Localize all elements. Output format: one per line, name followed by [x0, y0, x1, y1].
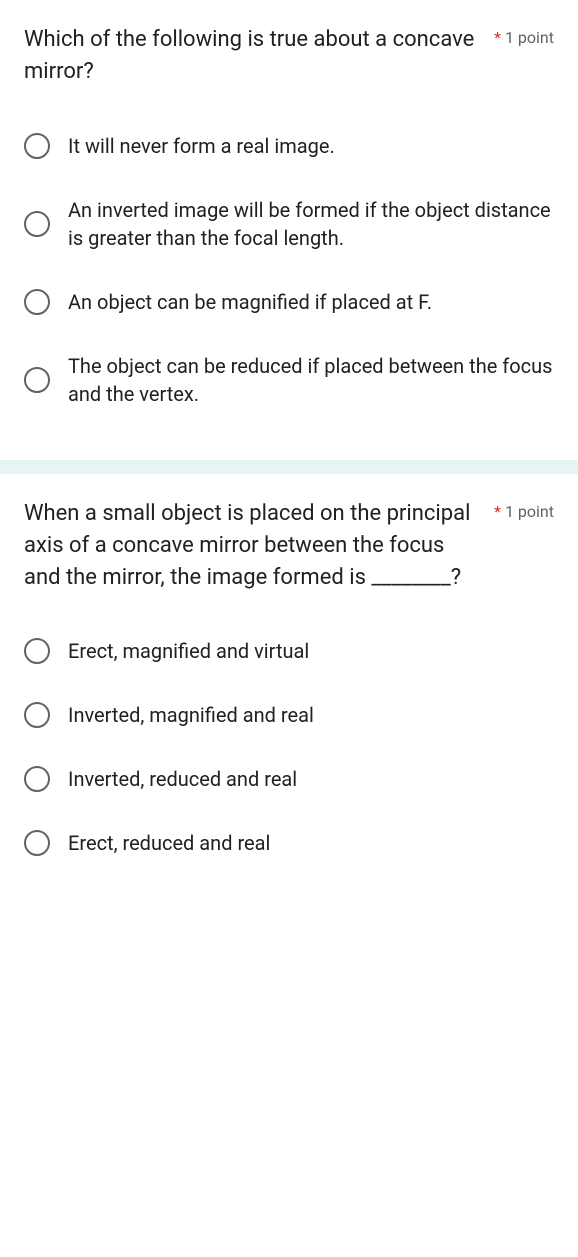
option-row[interactable]: Erect, magnified and virtual — [24, 625, 554, 677]
radio-icon — [24, 367, 50, 393]
radio-icon — [24, 702, 50, 728]
option-row[interactable]: It will never form a real image. — [24, 120, 554, 172]
option-row[interactable]: The object can be reduced if placed betw… — [24, 340, 554, 420]
option-row[interactable]: Inverted, reduced and real — [24, 753, 554, 805]
radio-icon — [24, 830, 50, 856]
points-label: *1 point — [494, 502, 554, 521]
points-value: 1 point — [505, 502, 554, 521]
option-text: Inverted, reduced and real — [68, 765, 297, 793]
option-row[interactable]: Inverted, magnified and real — [24, 689, 554, 741]
points-label: *1 point — [494, 28, 554, 47]
question-text: When a small object is placed on the pri… — [24, 498, 494, 594]
required-mark: * — [494, 502, 501, 521]
option-row[interactable]: Erect, reduced and real — [24, 817, 554, 869]
option-text: Inverted, magnified and real — [68, 701, 314, 729]
radio-icon — [24, 133, 50, 159]
radio-icon — [24, 211, 50, 237]
option-text: An inverted image will be formed if the … — [68, 196, 554, 252]
option-text: An object can be magnified if placed at … — [68, 288, 432, 316]
question-header: Which of the following is true about a c… — [24, 24, 554, 88]
required-mark: * — [494, 28, 501, 47]
points-value: 1 point — [505, 28, 554, 47]
option-text: Erect, reduced and real — [68, 829, 270, 857]
option-text: Erect, magnified and virtual — [68, 637, 309, 665]
question-header: When a small object is placed on the pri… — [24, 498, 554, 594]
question-card-1: Which of the following is true about a c… — [0, 0, 578, 460]
option-text: The object can be reduced if placed betw… — [68, 352, 554, 408]
card-separator — [0, 460, 578, 474]
radio-icon — [24, 766, 50, 792]
radio-icon — [24, 289, 50, 315]
option-row[interactable]: An inverted image will be formed if the … — [24, 184, 554, 264]
radio-icon — [24, 638, 50, 664]
question-text: Which of the following is true about a c… — [24, 24, 494, 88]
question-card-2: When a small object is placed on the pri… — [0, 474, 578, 910]
option-text: It will never form a real image. — [68, 132, 335, 160]
option-row[interactable]: An object can be magnified if placed at … — [24, 276, 554, 328]
